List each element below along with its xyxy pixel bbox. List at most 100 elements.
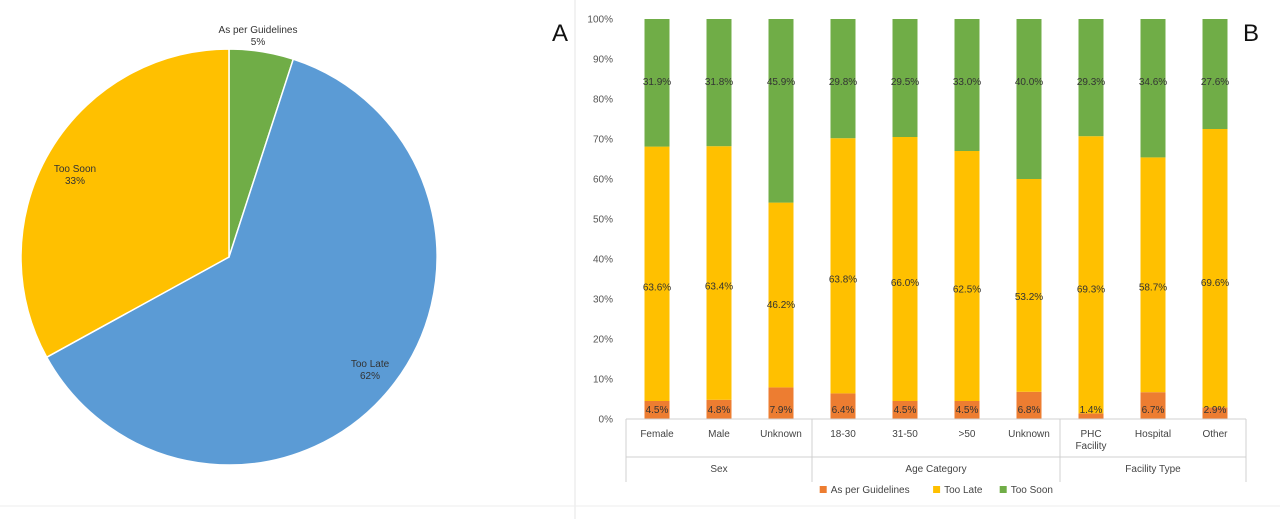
bar-segment-as-per-guidelines: [830, 393, 856, 419]
x-category-label: 18-30: [830, 429, 856, 440]
data-label-too-soon: 29.5%: [891, 77, 919, 88]
bar-segment-too-late: [954, 151, 980, 401]
x-category-label: Hospital: [1135, 429, 1171, 440]
bar-segment-too-soon: [644, 19, 670, 147]
x-category-label: PHC: [1080, 429, 1101, 440]
x-category-label: 31-50: [892, 429, 918, 440]
panel-letter-a: A: [552, 20, 568, 47]
group-label-sex: Sex: [710, 464, 727, 475]
bar-segment-as-per-guidelines: [768, 387, 794, 419]
bar-segment-too-soon: [768, 19, 794, 203]
data-label-as-per-guidelines: 7.9%: [770, 405, 793, 416]
data-label-too-late: 53.2%: [1015, 292, 1043, 303]
legend-item-as-per-guidelines: As per Guidelines: [819, 485, 910, 496]
y-tick-label: 100%: [587, 15, 613, 26]
bar-segment-too-late: [892, 137, 918, 401]
y-tick-label: 80%: [593, 95, 613, 106]
data-label-too-late: 63.6%: [643, 283, 671, 294]
bar-segment-too-late: [1078, 136, 1104, 414]
y-tick-label: 90%: [593, 55, 613, 66]
bar-segment-too-late: [768, 202, 794, 388]
data-label-too-soon: 29.3%: [1077, 77, 1105, 88]
data-label-as-per-guidelines: 6.7%: [1142, 405, 1165, 416]
data-label-too-late: 66.0%: [891, 278, 919, 289]
y-axis: 0% 10% 20% 30% 40% 50% 60% 70% 80% 90% 100%: [587, 15, 613, 426]
legend-swatch: [933, 486, 941, 493]
bar-segment-as-per-guidelines: [706, 399, 732, 419]
x-category-label: Female: [640, 429, 674, 440]
data-label-as-per-guidelines: 4.5%: [956, 405, 979, 416]
bar-segment-too-soon: [1016, 19, 1042, 179]
group-label-age-category: Age Category: [905, 464, 966, 475]
x-axis: Female Male Unknown 18-30 31-50 >50 Unknown PHC…: [625, 418, 1247, 482]
data-label-as-per-guidelines: 6.4%: [832, 405, 855, 416]
panel-letter-b: B: [1243, 20, 1259, 47]
bar-segment-as-per-guidelines: [1016, 391, 1042, 419]
data-label-as-per-guidelines: 4.5%: [646, 405, 669, 416]
legend-swatch: [819, 486, 827, 493]
bar-segment-too-soon: [892, 19, 918, 137]
bar-segments: [644, 19, 1228, 419]
x-category-label: Facility: [1075, 441, 1106, 452]
data-label-too-soon: 45.9%: [767, 77, 795, 88]
y-tick-label: 70%: [593, 135, 613, 146]
data-label-too-soon: 40.0%: [1015, 77, 1043, 88]
bar-segment-too-soon: [830, 19, 856, 139]
y-tick-label: 10%: [593, 375, 613, 386]
data-label-as-per-guidelines: 2.9%: [1204, 405, 1227, 416]
y-tick-label: 50%: [593, 215, 613, 226]
x-category-label: >50: [959, 429, 976, 440]
data-label-too-late: 69.6%: [1201, 278, 1229, 289]
legend-label: Too Late: [944, 485, 983, 496]
y-tick-label: 20%: [593, 335, 613, 346]
x-category-label: Unknown: [760, 429, 802, 440]
pie-value-too-late: 62%: [360, 371, 380, 382]
y-tick-label: 0%: [599, 415, 614, 426]
legend-label: As per Guidelines: [831, 485, 910, 496]
bar-segment-too-late: [706, 146, 732, 400]
pie-label-too-soon: Too Soon: [54, 164, 96, 175]
data-label-too-soon: 31.8%: [705, 77, 733, 88]
legend-item-too-soon: Too Soon: [999, 485, 1053, 496]
legend-item-too-late: Too Late: [933, 485, 983, 496]
data-label-too-late: 63.8%: [829, 275, 857, 286]
data-label-too-soon: 33.0%: [953, 77, 981, 88]
legend-swatch: [999, 486, 1007, 493]
bar-segment-as-per-guidelines: [1202, 407, 1228, 419]
x-category-label: Male: [708, 429, 730, 440]
pie-label-too-late: Too Late: [351, 359, 390, 370]
bar-segment-too-late: [1016, 179, 1042, 392]
data-label-too-late: 69.3%: [1077, 285, 1105, 296]
stacked-bar-chart: 0% 10% 20% 30% 40% 50% 60% 70% 80% 90% 100% 4.5% 63…: [587, 15, 1247, 496]
pie-value-as-per-guidelines: 5%: [251, 37, 266, 48]
bar-segment-too-soon: [954, 19, 980, 151]
pie-slice-too-late: [45, 58, 438, 466]
data-label-too-soon: 29.8%: [829, 77, 857, 88]
pie-value-too-soon: 33%: [65, 176, 85, 187]
legend: As per Guidelines Too Late Too Soon: [819, 485, 1053, 496]
pie-slice-too-soon: [20, 48, 230, 359]
bar-segment-as-per-guidelines: [1078, 413, 1104, 419]
pie-label-as-per-guidelines: As per Guidelines: [219, 25, 298, 36]
bar-segment-too-late: [1140, 157, 1166, 393]
bar-segment-too-late: [1202, 129, 1228, 408]
data-label-too-late: 62.5%: [953, 285, 981, 296]
data-label-too-late: 58.7%: [1139, 283, 1167, 294]
y-tick-label: 30%: [593, 295, 613, 306]
data-label-too-soon: 27.6%: [1201, 77, 1229, 88]
data-label-too-late: 46.2%: [767, 300, 795, 311]
data-label-too-late: 63.4%: [705, 282, 733, 293]
data-label-as-per-guidelines: 4.8%: [708, 405, 731, 416]
bar-segment-as-per-guidelines: [1140, 392, 1166, 419]
y-tick-label: 40%: [593, 255, 613, 266]
data-label-as-per-guidelines: 4.5%: [894, 405, 917, 416]
bar-data-labels: 4.5% 63.6% 31.9% 4.8% 63.4% 31.8% 7.9% 46.2% 45.…: [643, 77, 1229, 416]
data-label-too-soon: 34.6%: [1139, 77, 1167, 88]
bar-segment-too-soon: [1202, 19, 1228, 129]
group-label-facility-type: Facility Type: [1125, 464, 1181, 475]
data-label-as-per-guidelines: 6.8%: [1018, 405, 1041, 416]
bar-segment-too-soon: [1078, 19, 1104, 137]
